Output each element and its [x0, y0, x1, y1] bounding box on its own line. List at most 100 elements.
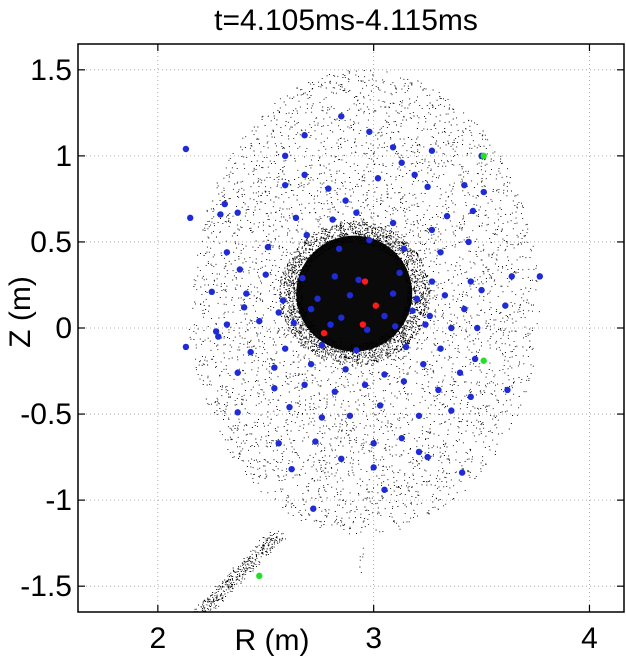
data-point — [361, 381, 369, 388]
core-halo — [278, 221, 431, 366]
data-point — [411, 171, 418, 179]
data-point — [271, 364, 278, 371]
data-point — [467, 393, 474, 401]
data-point — [370, 464, 377, 471]
data-point — [312, 438, 319, 445]
data-point — [502, 302, 509, 309]
data-point — [372, 302, 380, 309]
data-point — [212, 328, 220, 335]
y-tick-label: -1.5 — [20, 570, 72, 603]
data-point — [331, 273, 339, 280]
data-point — [361, 278, 369, 285]
data-point — [461, 305, 468, 313]
dense-core — [296, 235, 413, 352]
particle-dots — [188, 70, 540, 612]
data-point — [264, 243, 272, 251]
data-point — [426, 312, 433, 320]
data-point — [301, 171, 308, 179]
data-point — [208, 288, 216, 296]
y-tick-label: -0.5 — [20, 398, 72, 431]
data-point — [389, 144, 397, 151]
data-point — [448, 407, 455, 414]
data-point — [381, 312, 388, 320]
data-point — [415, 448, 423, 456]
data-point — [338, 113, 345, 120]
data-point — [292, 214, 300, 222]
data-point — [221, 200, 228, 208]
data-point — [223, 249, 231, 256]
data-point — [366, 237, 373, 244]
data-point — [359, 321, 367, 328]
data-point — [187, 214, 194, 222]
data-point — [281, 345, 289, 352]
x-tick-label: 3 — [365, 622, 382, 655]
data-point — [422, 321, 429, 328]
data-point — [437, 345, 444, 352]
y-tick-label: 0.5 — [30, 226, 72, 259]
data-point — [474, 324, 481, 332]
data-point — [281, 181, 289, 189]
data-point — [346, 292, 354, 299]
data-markers — [182, 113, 544, 580]
data-point — [467, 278, 474, 285]
data-point — [247, 348, 254, 356]
data-point — [223, 321, 231, 328]
data-point — [441, 292, 449, 299]
data-point — [288, 465, 295, 473]
data-point — [182, 343, 190, 351]
data-point — [381, 486, 388, 493]
data-point — [456, 369, 464, 376]
data-point — [271, 385, 278, 392]
y-tick-label: 1 — [55, 140, 72, 173]
data-point — [215, 333, 222, 340]
data-point — [353, 347, 360, 354]
data-point — [318, 414, 326, 421]
data-point — [480, 152, 487, 160]
y-tick-label: 0 — [55, 312, 72, 345]
data-point — [338, 314, 345, 321]
data-point — [338, 455, 345, 463]
data-point — [465, 238, 472, 246]
data-point — [424, 183, 431, 191]
data-point — [353, 209, 360, 216]
data-point — [314, 295, 321, 302]
data-point — [508, 273, 515, 280]
data-point — [428, 226, 436, 234]
data-point — [325, 185, 332, 192]
data-point — [329, 216, 336, 223]
data-point — [461, 181, 468, 189]
data-point — [236, 266, 244, 273]
y-tick-label: -1 — [45, 484, 72, 517]
data-point — [355, 276, 362, 284]
data-point — [435, 386, 442, 394]
y-axis-label: Z (m) — [4, 276, 37, 348]
x-tick-label: 4 — [581, 622, 598, 655]
data-point — [389, 219, 397, 227]
data-point — [275, 440, 282, 447]
data-point — [428, 278, 436, 285]
data-point — [363, 326, 371, 333]
data-point — [286, 403, 293, 411]
data-point — [428, 147, 436, 154]
data-point — [396, 269, 403, 277]
data-point — [424, 453, 431, 461]
data-point — [458, 469, 466, 476]
data-point — [262, 271, 269, 278]
data-point — [281, 152, 289, 160]
data-point — [389, 290, 397, 297]
data-point — [366, 128, 373, 135]
y-tick-label: 1.5 — [30, 54, 72, 87]
data-point — [320, 329, 328, 337]
data-point — [413, 295, 421, 302]
data-point — [310, 505, 317, 512]
data-point — [182, 145, 190, 153]
data-point — [480, 188, 487, 196]
data-point — [307, 305, 315, 313]
data-point — [409, 307, 416, 314]
data-point — [275, 309, 282, 316]
data-point — [478, 286, 485, 294]
data-point — [536, 273, 544, 280]
data-point — [504, 386, 511, 394]
data-point — [234, 409, 241, 416]
data-point — [370, 440, 377, 447]
